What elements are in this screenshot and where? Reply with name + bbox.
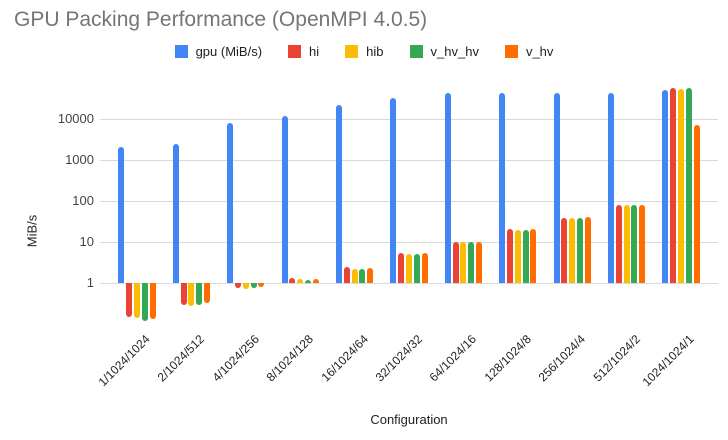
bar-v-hv	[585, 217, 591, 283]
x-tick-label: 8/1024/128	[263, 332, 317, 385]
bar-hib	[624, 205, 630, 283]
bar-v-hv-hv	[523, 230, 529, 283]
bar-hib	[678, 89, 684, 283]
bar-gpu-mib-s-	[608, 93, 614, 283]
x-tick-label: 64/1024/16	[426, 332, 480, 385]
bar-gpu-mib-s-	[554, 93, 560, 283]
x-tick-label: 16/1024/64	[318, 332, 371, 385]
legend-swatch-icon	[409, 45, 423, 58]
legend-item-v-hv-hv: v_hv_hv	[409, 44, 479, 59]
y-axis-title: MiB/s	[24, 214, 40, 248]
legend-swatch-icon	[345, 45, 359, 58]
bar-hib	[188, 283, 194, 306]
bar-v-hv	[204, 283, 210, 303]
x-tick-label: 1024/1024/1	[639, 332, 697, 390]
bar-hi	[235, 283, 241, 288]
x-tick-label: 2/1024/512	[154, 332, 208, 385]
bar-v-hv	[530, 229, 536, 283]
bar-hib	[406, 254, 412, 283]
x-tick-label: 32/1024/32	[372, 332, 425, 385]
bar-v-hv-hv	[414, 254, 420, 283]
bar-gpu-mib-s-	[445, 93, 451, 283]
legend-label: hib	[366, 44, 384, 59]
bar-hi	[398, 253, 404, 283]
bar-v-hv	[694, 125, 700, 283]
y-tick-label: 1000	[65, 152, 94, 167]
gridline	[100, 160, 718, 161]
legend-label: v_hv	[525, 44, 554, 59]
bar-hi	[507, 229, 513, 283]
bar-hi	[344, 267, 350, 283]
bar-hi	[670, 88, 676, 283]
bar-hi	[126, 283, 132, 317]
bar-v-hv-hv	[468, 242, 474, 283]
bar-v-hv	[313, 279, 319, 283]
legend-item-hi: hi	[288, 44, 319, 59]
gridline	[100, 201, 718, 202]
bar-v-hv	[258, 283, 264, 287]
bar-gpu-mib-s-	[118, 147, 124, 283]
bar-v-hv	[476, 242, 482, 283]
legend-swatch-icon	[174, 45, 188, 58]
bar-v-hv-hv	[631, 205, 637, 283]
bar-hib	[460, 242, 466, 283]
bar-hib	[297, 279, 303, 283]
chart-legend: gpu (MiB/s) hi hib v_hv_hv v_hv	[0, 44, 728, 59]
bar-v-hv-hv	[686, 88, 692, 283]
x-tick-label: 1/1024/1024	[95, 332, 153, 390]
bar-hi	[181, 283, 187, 305]
bar-v-hv	[150, 283, 156, 319]
y-tick-label: 10000	[57, 111, 94, 126]
chart-title: GPU Packing Performance (OpenMPI 4.0.5)	[14, 8, 428, 31]
bar-gpu-mib-s-	[662, 90, 668, 283]
bar-v-hv	[367, 268, 373, 283]
bar-v-hv-hv	[196, 283, 202, 305]
bar-gpu-mib-s-	[282, 116, 288, 283]
x-tick-label: 512/1024/2	[590, 332, 643, 385]
bar-gpu-mib-s-	[227, 123, 233, 283]
bar-hib	[352, 269, 358, 283]
bar-hi	[561, 218, 567, 283]
legend-item-hib: hib	[345, 44, 384, 59]
y-tick-label: 100	[72, 193, 94, 208]
y-tick-label: 10	[79, 234, 94, 249]
y-tick-label: 1	[86, 275, 94, 290]
bar-hib	[515, 230, 521, 283]
x-tick-label: 256/1024/4	[535, 332, 589, 385]
legend-label: gpu (MiB/s)	[195, 44, 263, 59]
legend-label: hi	[309, 44, 320, 59]
legend-swatch-icon	[504, 45, 518, 58]
x-tick-label: 128/1024/8	[481, 332, 534, 385]
bar-v-hv-hv	[142, 283, 148, 321]
bar-gpu-mib-s-	[336, 105, 342, 283]
bar-v-hv-hv	[251, 283, 257, 288]
bar-hib	[243, 283, 249, 289]
bar-gpu-mib-s-	[390, 98, 396, 283]
bar-hib	[134, 283, 140, 318]
bar-v-hv-hv	[305, 280, 311, 283]
gridline	[100, 242, 718, 243]
bar-v-hv	[639, 205, 645, 283]
bar-v-hv	[422, 253, 428, 283]
bar-gpu-mib-s-	[499, 93, 505, 283]
x-axis-title: Configuration	[370, 412, 448, 427]
bar-v-hv-hv	[359, 269, 365, 283]
bar-hib	[569, 218, 575, 283]
bar-hi	[453, 242, 459, 283]
legend-item-gpu-mib-s-: gpu (MiB/s)	[174, 44, 263, 59]
legend-label: v_hv_hv	[430, 44, 479, 59]
bar-hi	[289, 278, 295, 283]
gridline	[100, 283, 718, 284]
bar-gpu-mib-s-	[173, 144, 179, 283]
legend-item-v-hv: v_hv	[504, 44, 554, 59]
bar-hi	[616, 205, 622, 283]
legend-swatch-icon	[288, 45, 302, 58]
x-tick-label: 4/1024/256	[209, 332, 262, 385]
bar-v-hv-hv	[577, 218, 583, 283]
gridline	[100, 119, 718, 120]
